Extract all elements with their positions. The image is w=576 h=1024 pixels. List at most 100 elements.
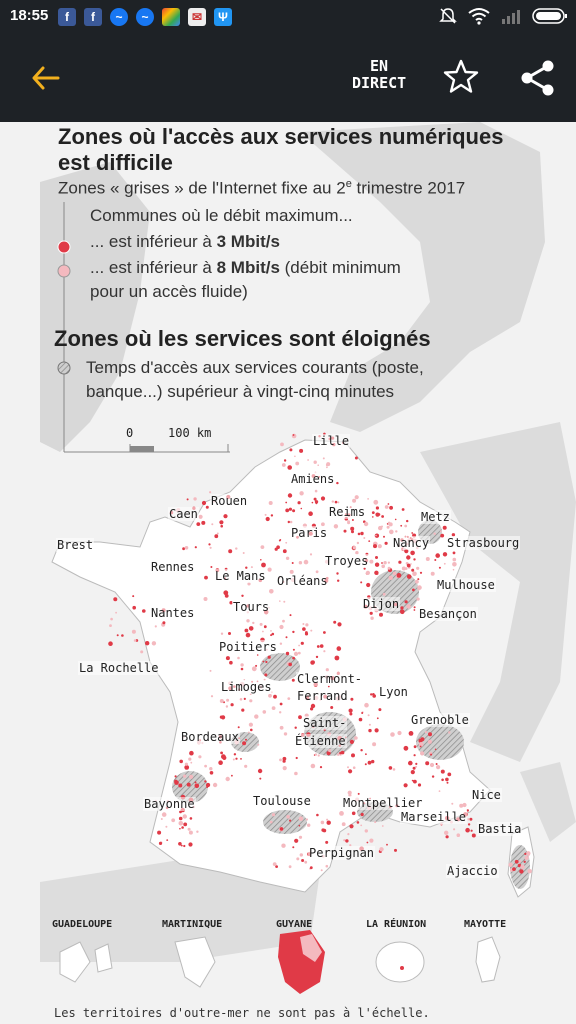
- commune-dot: [351, 811, 356, 816]
- usb-icon: Ψ: [214, 8, 232, 26]
- commune-dot: [186, 782, 191, 787]
- commune-dot: [410, 550, 415, 556]
- live-button[interactable]: EN DIRECT: [352, 58, 406, 92]
- commune-dot: [262, 660, 265, 663]
- city-label: Lille: [312, 434, 351, 448]
- commune-dot: [222, 755, 227, 761]
- commune-dot: [288, 662, 293, 667]
- commune-dot: [401, 566, 406, 571]
- commune-dot: [377, 544, 382, 549]
- commune-dot: [356, 541, 360, 545]
- commune-dot: [403, 783, 408, 788]
- commune-dot: [406, 563, 411, 568]
- commune-dot: [397, 730, 402, 736]
- commune-dot: [374, 562, 380, 567]
- commune-dot: [208, 543, 211, 546]
- commune-dot: [161, 812, 167, 817]
- commune-dot: [336, 646, 342, 651]
- commune-dot: [400, 609, 405, 615]
- commune-dot: [245, 632, 251, 638]
- commune-dot: [333, 524, 339, 529]
- commune-dot: [357, 792, 360, 795]
- commune-dot: [296, 857, 300, 861]
- commune-dot: [417, 585, 422, 590]
- commune-dot: [396, 573, 402, 578]
- commune-dot: [209, 491, 212, 494]
- commune-dot: [178, 821, 184, 826]
- commune-dot: [209, 546, 212, 549]
- commune-dot: [282, 766, 287, 771]
- title-services-far: Zones où les services sont éloignés: [54, 326, 431, 351]
- commune-dot: [370, 616, 374, 620]
- commune-dot: [375, 506, 379, 510]
- commune-dot: [411, 532, 414, 534]
- commune-dot: [404, 600, 408, 604]
- commune-dot: [248, 722, 253, 727]
- commune-dot: [283, 732, 288, 736]
- commune-dot: [121, 634, 124, 637]
- commune-dot: [206, 786, 209, 788]
- commune-dot: [190, 761, 193, 764]
- commune-dot: [174, 775, 177, 778]
- legend-dot-3mbit: [57, 240, 71, 254]
- commune-dot: [278, 539, 281, 542]
- commune-dot: [319, 766, 323, 769]
- legend-services-line2: banque...) supérieur à vingt-cinq minute…: [86, 382, 395, 401]
- commune-dot: [465, 827, 470, 833]
- commune-dot: [209, 771, 214, 775]
- arrow-left-icon[interactable]: [28, 60, 64, 96]
- city-label: Dijon: [362, 597, 401, 611]
- commune-dot: [298, 715, 302, 720]
- commune-dot: [349, 824, 354, 829]
- commune-dot: [374, 570, 379, 575]
- commune-dot: [132, 595, 135, 598]
- commune-dot: [245, 738, 247, 741]
- commune-dot: [292, 434, 295, 436]
- commune-dot: [368, 540, 371, 542]
- commune-dot: [394, 518, 397, 521]
- commune-dot: [364, 763, 367, 766]
- city-label: Mulhouse: [436, 578, 496, 592]
- commune-dot: [325, 864, 329, 868]
- city-label: Lyon: [378, 685, 409, 699]
- commune-dot: [404, 567, 408, 570]
- commune-dot: [406, 574, 412, 579]
- commune-dot: [413, 779, 417, 784]
- commune-dot: [275, 865, 278, 868]
- commune-dot: [327, 685, 330, 688]
- commune-dot: [348, 769, 353, 774]
- commune-dot: [194, 781, 197, 784]
- commune-dot: [373, 544, 377, 549]
- commune-dot: [301, 859, 305, 862]
- commune-dot: [523, 860, 526, 863]
- commune-dot: [413, 609, 416, 611]
- commune-dot: [411, 779, 414, 782]
- commune-dot: [219, 520, 224, 525]
- commune-dot: [446, 781, 449, 784]
- commune-dot: [288, 865, 292, 869]
- star-icon[interactable]: [442, 58, 480, 96]
- commune-dot: [201, 520, 206, 525]
- commune-dot: [471, 833, 476, 838]
- commune-dot: [295, 756, 298, 760]
- commune-dot: [434, 559, 437, 561]
- share-icon[interactable]: [518, 58, 558, 98]
- commune-dot: [424, 731, 428, 734]
- city-label: Grenoble: [410, 713, 470, 727]
- commune-dot: [345, 839, 349, 843]
- commune-dot: [242, 552, 245, 554]
- commune-dot: [204, 780, 207, 783]
- commune-dot: [323, 631, 326, 634]
- commune-dot: [453, 828, 456, 831]
- commune-dot: [419, 571, 423, 574]
- commune-dot: [179, 759, 183, 764]
- commune-dot: [166, 839, 169, 841]
- commune-dot: [378, 708, 382, 712]
- commune-dot: [316, 645, 320, 648]
- commune-dot: [282, 759, 286, 763]
- commune-dot: [289, 614, 292, 617]
- commune-dot: [387, 566, 391, 570]
- commune-dot: [242, 741, 247, 746]
- commune-dot: [410, 563, 412, 565]
- commune-dot: [313, 497, 317, 501]
